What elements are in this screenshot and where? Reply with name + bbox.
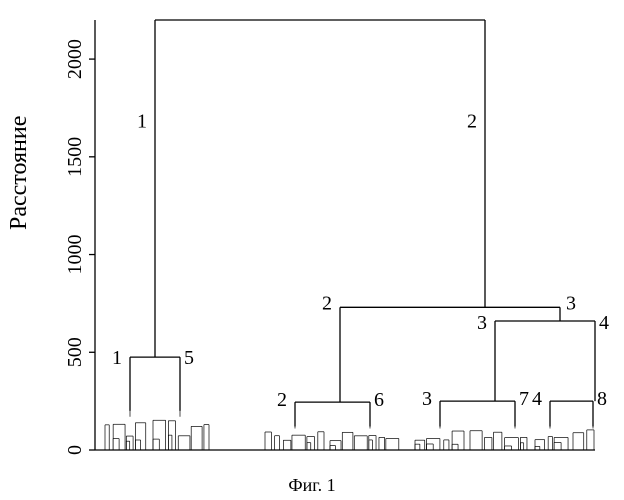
- svg-text:6: 6: [374, 389, 384, 411]
- svg-text:3: 3: [566, 292, 576, 314]
- svg-text:500: 500: [64, 337, 86, 367]
- svg-text:7: 7: [519, 388, 529, 410]
- svg-text:3: 3: [477, 312, 487, 334]
- svg-text:2: 2: [322, 292, 332, 314]
- svg-text:4: 4: [532, 388, 542, 410]
- svg-text:2: 2: [467, 111, 477, 133]
- svg-text:1000: 1000: [64, 235, 86, 275]
- svg-text:4: 4: [599, 312, 609, 334]
- svg-text:1500: 1500: [64, 137, 86, 177]
- svg-text:2000: 2000: [64, 39, 86, 79]
- svg-text:8: 8: [597, 388, 607, 410]
- svg-text:1: 1: [137, 111, 147, 133]
- svg-text:5: 5: [184, 347, 194, 369]
- svg-text:1: 1: [112, 347, 122, 369]
- dendrogram-plot: 050010001500200012233415263748: [0, 0, 624, 500]
- figure: Расстояние Фиг. 1 0500100015002000122334…: [0, 0, 624, 500]
- svg-text:3: 3: [422, 388, 432, 410]
- svg-text:0: 0: [64, 445, 86, 455]
- svg-text:2: 2: [277, 389, 287, 411]
